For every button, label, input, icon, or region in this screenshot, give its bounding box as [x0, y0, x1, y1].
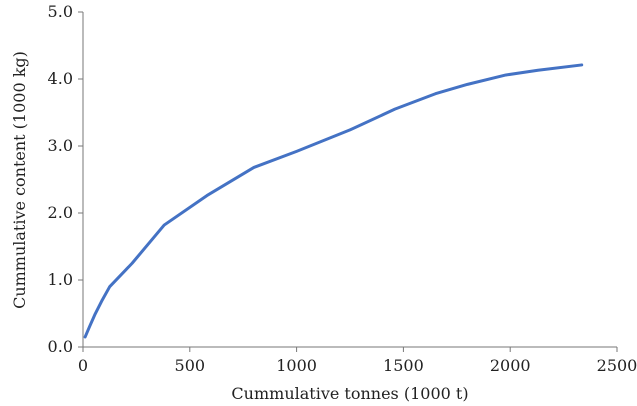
y-axis-title: Cummulative content (1000 kg) [10, 51, 29, 309]
x-tick-label: 1000 [276, 356, 317, 375]
y-tick-label: 4.0 [48, 69, 73, 88]
x-tick-label: 500 [175, 356, 206, 375]
x-tick-label: 1500 [383, 356, 424, 375]
x-axis-ticks: 0 500 1000 1500 2000 2500 [78, 347, 637, 375]
y-tick-label: 1.0 [48, 270, 73, 289]
y-tick-label: 2.0 [48, 203, 73, 222]
y-axis-ticks: 0.0 1.0 2.0 3.0 4.0 5.0 [48, 2, 83, 356]
x-tick-label: 2500 [597, 356, 637, 375]
y-tick-label: 3.0 [48, 136, 73, 155]
y-tick-label: 5.0 [48, 2, 73, 21]
axes [83, 12, 617, 347]
y-tick-label: 0.0 [48, 337, 73, 356]
series-layer [85, 65, 582, 337]
x-axis-title: Cummulative tonnes (1000 t) [231, 384, 468, 403]
x-tick-label: 0 [78, 356, 88, 375]
series-line-1 [85, 65, 582, 337]
x-tick-label: 2000 [490, 356, 531, 375]
